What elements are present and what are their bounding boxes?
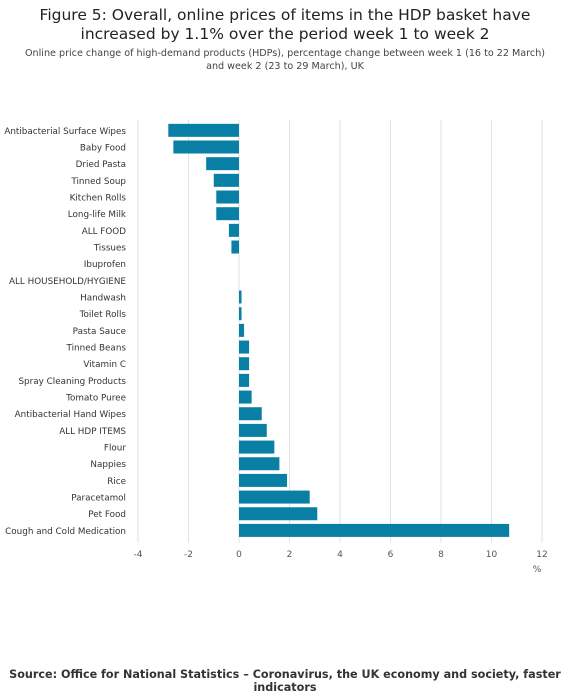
x-tick-label: 12: [536, 550, 547, 560]
category-label: Rice: [107, 477, 126, 487]
bar: [239, 523, 510, 537]
x-tick-label: -4: [134, 550, 143, 560]
bar: [216, 207, 239, 221]
category-label: Handwash: [80, 294, 126, 304]
category-label: Vitamin C: [83, 360, 126, 370]
gridlines: [137, 120, 543, 543]
x-tick-labels: -4 -2 0 2 4 6 8 10 12: [134, 550, 548, 560]
x-tick-label: 4: [337, 550, 343, 560]
bar: [239, 440, 275, 454]
bar: [239, 473, 287, 487]
category-label: Long-life Milk: [68, 210, 127, 220]
category-label: ALL HDP ITEMS: [59, 427, 126, 437]
x-axis-label: %: [533, 565, 542, 575]
category-label: Dried Pasta: [76, 160, 126, 170]
bar-chart: Antibacterial Surface Wipes Baby Food Drie…: [4, 120, 548, 575]
bar: [173, 140, 239, 154]
category-labels: Antibacterial Surface Wipes Baby Food Drie…: [4, 127, 127, 537]
category-label: Cough and Cold Medication: [5, 527, 126, 537]
category-label: Spray Cleaning Products: [18, 377, 126, 387]
bar: [239, 507, 318, 521]
bar: [231, 240, 239, 254]
category-label: Tomato Puree: [65, 394, 126, 404]
category-label: Pasta Sauce: [73, 327, 126, 337]
bar: [206, 157, 239, 171]
bar: [239, 423, 267, 437]
category-label: Baby Food: [80, 144, 126, 154]
bar: [239, 373, 250, 387]
bar: [239, 457, 280, 471]
category-label: ALL HOUSEHOLD/HYGIENE: [9, 277, 126, 287]
category-label: ALL FOOD: [82, 227, 127, 237]
bar: [168, 123, 239, 137]
category-label: Tinned Beans: [66, 344, 127, 354]
bar: [213, 173, 239, 187]
x-tick-label: 2: [287, 550, 293, 560]
category-label: Toilet Rolls: [79, 310, 127, 320]
bars: [168, 123, 510, 537]
category-label: Antibacterial Hand Wipes: [15, 410, 127, 420]
source-note: Source: Office for National Statistics –…: [9, 668, 561, 694]
x-tick-label: 10: [486, 550, 498, 560]
category-label: Paracetamol: [71, 494, 126, 504]
x-tick-label: 6: [388, 550, 394, 560]
bar: [239, 357, 250, 371]
category-label: Nappies: [90, 460, 126, 470]
category-label: Tissues: [93, 244, 127, 254]
category-label: Antibacterial Surface Wipes: [4, 127, 126, 137]
bar: [239, 340, 250, 354]
bar: [239, 390, 252, 404]
bar: [239, 323, 245, 337]
x-tick-label: 8: [438, 550, 444, 560]
category-label: Pet Food: [88, 510, 126, 520]
bar: [216, 190, 239, 204]
category-label: Ibuprofen: [84, 260, 126, 270]
bar: [239, 407, 262, 421]
x-tick-label: -2: [184, 550, 193, 560]
category-label: Tinned Soup: [70, 177, 126, 187]
bar: [239, 290, 242, 304]
category-label: Kitchen Rolls: [70, 194, 127, 204]
x-tick-label: 0: [236, 550, 242, 560]
bar: [228, 223, 239, 237]
chart-title: Figure 5: Overall, online prices of item…: [39, 6, 531, 43]
bar: [239, 490, 310, 504]
chart-subtitle: Online price change of high-demand produ…: [24, 48, 546, 72]
category-label: Flour: [104, 444, 126, 454]
bar: [239, 307, 242, 321]
